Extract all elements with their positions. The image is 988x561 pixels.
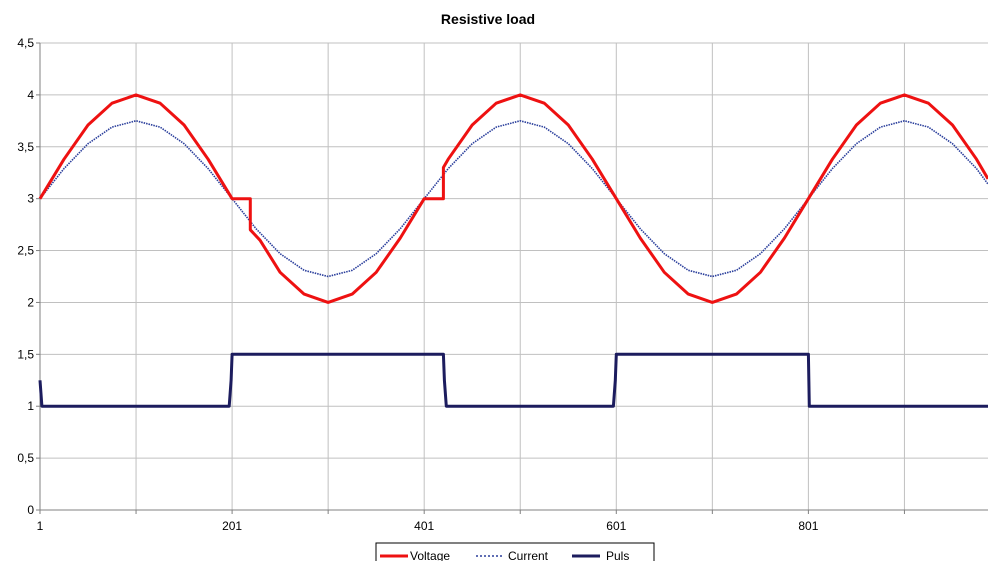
x-tick-label: 201 <box>222 519 242 533</box>
y-tick-label: 4 <box>27 88 34 102</box>
series-voltage-line <box>38 93 988 304</box>
y-tick-label: 2,5 <box>17 244 34 258</box>
x-tick-label: 601 <box>606 519 626 533</box>
y-tick-label: 1 <box>27 399 34 413</box>
y-tick-label: 1,5 <box>17 347 34 361</box>
y-tick-label: 0,5 <box>17 451 34 465</box>
series-current-line <box>39 120 988 278</box>
y-tick-label: 0 <box>27 503 34 517</box>
plot-area <box>39 43 988 511</box>
series-layer <box>38 93 988 408</box>
legend-label-puls: Puls <box>606 549 629 561</box>
legend: Voltage Current Puls <box>375 542 655 561</box>
y-tick-label: 3,5 <box>17 140 34 154</box>
y-tick-label: 4,5 <box>17 36 34 50</box>
x-tick-label: 1 <box>37 519 44 533</box>
chart-title: Resistive load <box>441 11 535 27</box>
y-axis: 0 0,5 1 1,5 2 2,5 3 3,5 4 4,5 <box>17 36 40 517</box>
x-axis: 1 201 401 601 801 <box>37 510 905 533</box>
legend-label-voltage: Voltage <box>410 549 450 561</box>
y-tick-label: 2 <box>27 295 34 309</box>
y-tick-label: 3 <box>27 192 34 206</box>
x-tick-label: 401 <box>414 519 434 533</box>
x-tick-label: 801 <box>798 519 818 533</box>
legend-label-current: Current <box>508 549 549 561</box>
grid <box>39 42 988 511</box>
series-puls-line <box>38 352 988 408</box>
